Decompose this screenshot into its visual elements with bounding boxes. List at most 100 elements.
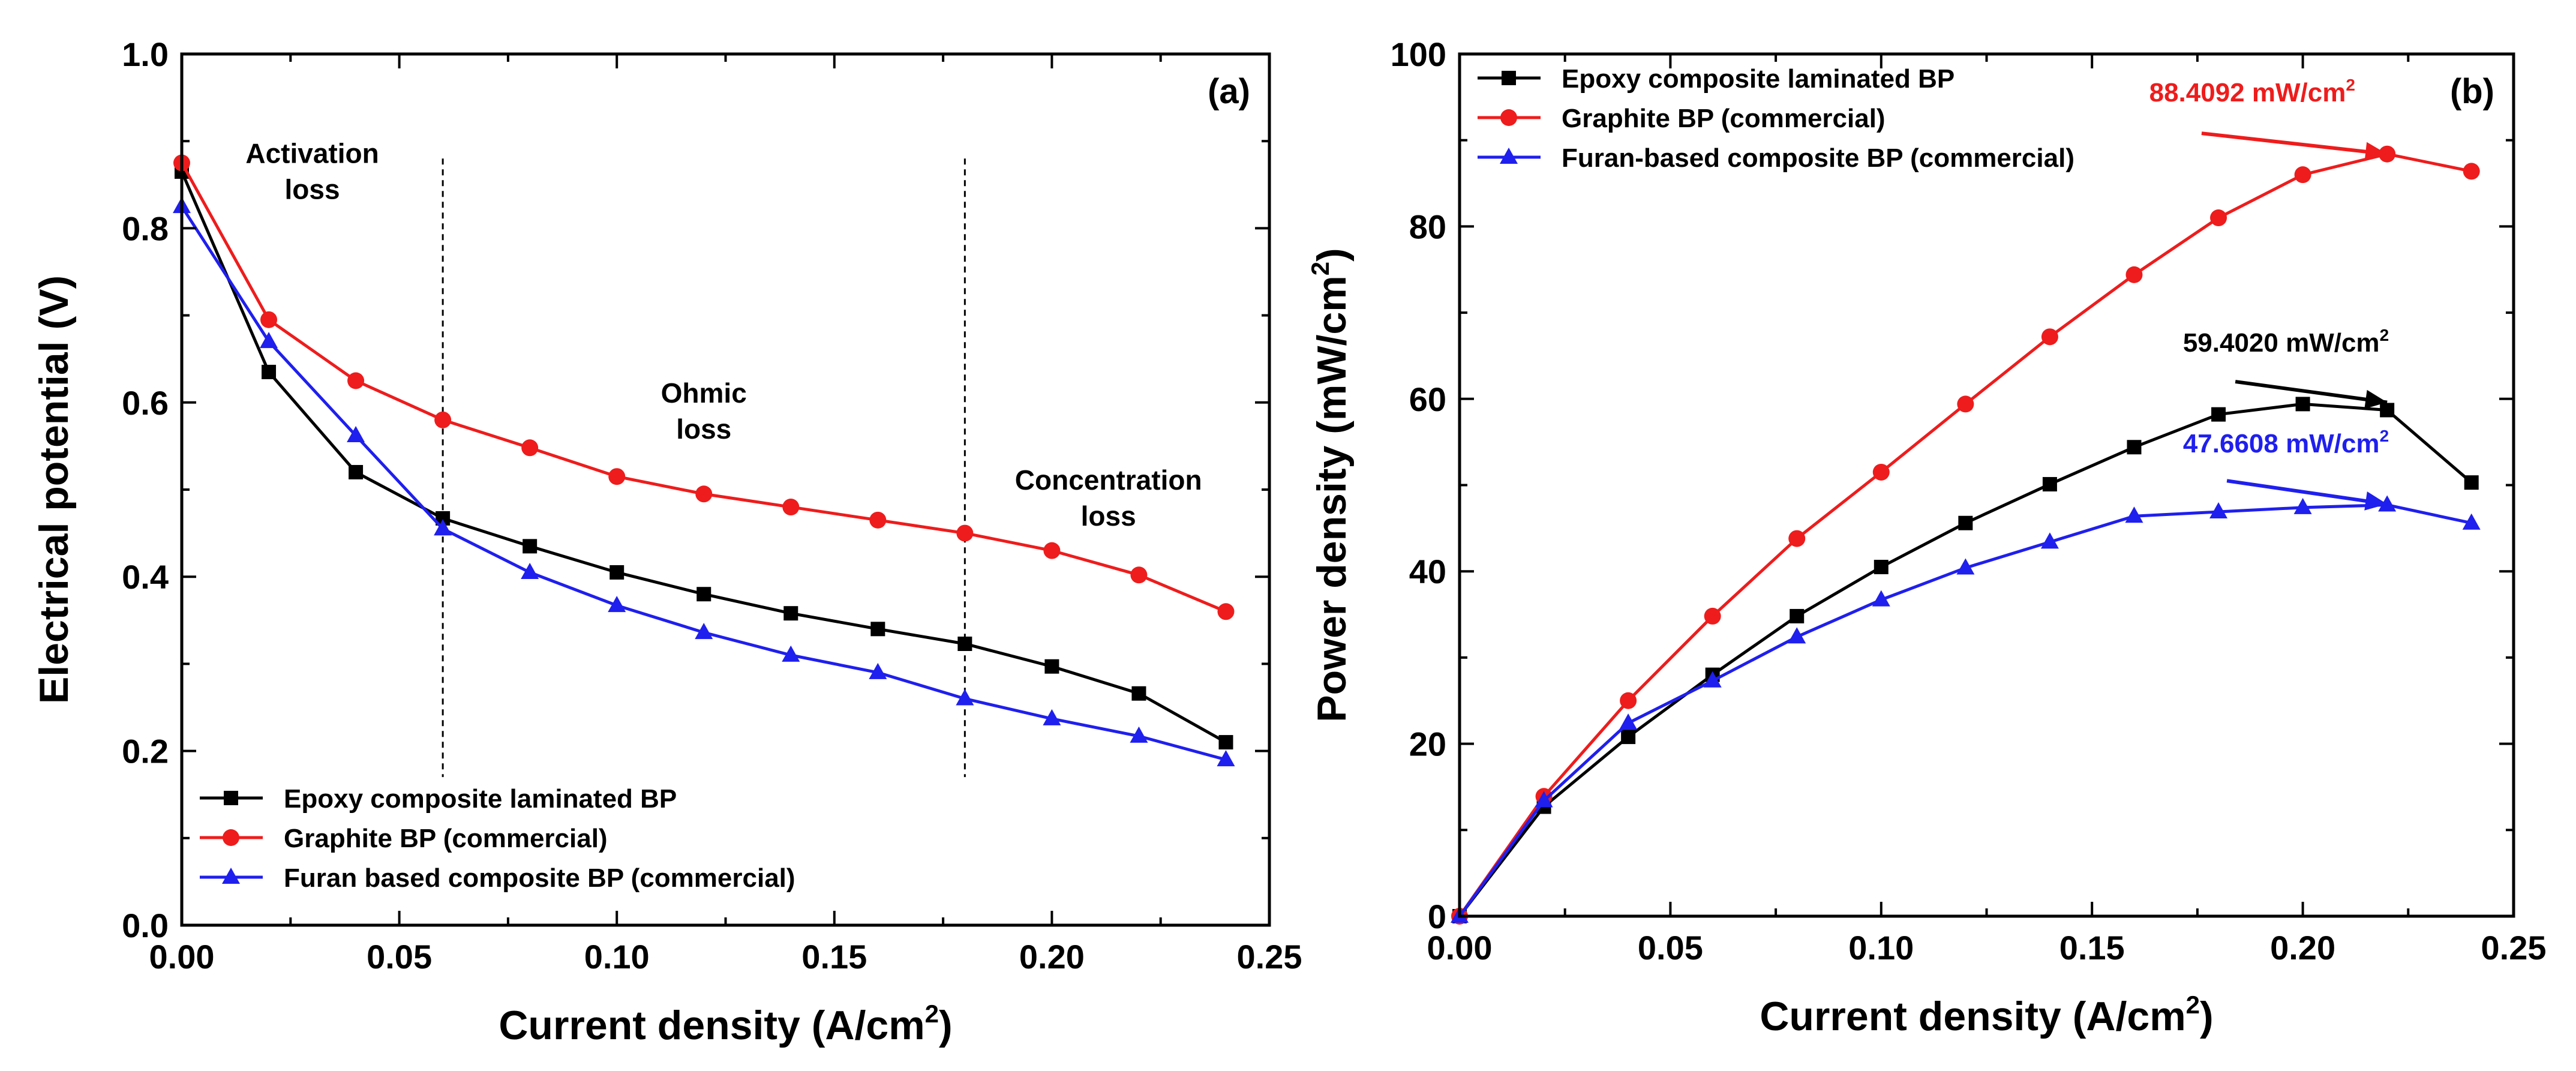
panel-label: (b)	[2450, 72, 2494, 111]
data-point	[523, 539, 538, 554]
y-axis-label: Electrical potential (V)	[31, 275, 77, 704]
x-tick-label: 0.10	[1848, 929, 1914, 967]
data-point	[1044, 659, 1059, 674]
data-point	[434, 519, 452, 536]
data-point	[2209, 502, 2228, 519]
data-point	[2380, 403, 2395, 418]
data-point	[610, 565, 625, 580]
x-tick-label: 0.20	[2270, 929, 2335, 967]
data-point	[1872, 590, 1890, 607]
data-point	[1957, 395, 1974, 413]
data-point	[1620, 692, 1637, 709]
data-point	[870, 622, 885, 637]
data-point	[2211, 407, 2226, 422]
x-tick-label: 0.25	[1237, 938, 1302, 976]
data-point	[1131, 686, 1146, 701]
annotation-label: 47.6608 mW/cm2	[2183, 427, 2389, 458]
data-point	[2464, 475, 2479, 490]
data-point	[695, 485, 713, 503]
y-tick-label: 0.2	[122, 733, 169, 770]
data-point	[260, 332, 278, 349]
data-point	[262, 364, 277, 379]
y-tick-label: 100	[1391, 35, 1446, 73]
data-point	[1956, 558, 1975, 575]
x-axis-label: Current density (A/cm2)	[1760, 991, 2213, 1039]
data-point	[1703, 671, 1722, 688]
axis-ticks: 0.00 0.05 0.10 0.15 0.20 0.25 0 20 40 60 80 100	[1391, 35, 2547, 967]
y-tick-label: 0.0	[122, 907, 169, 944]
y-tick-label: 0	[1428, 898, 1446, 935]
annotation-arrowhead	[2364, 142, 2388, 161]
data-point	[2463, 163, 2480, 180]
annotation-arrow	[2235, 380, 2388, 404]
x-axis-label: Current density (A/cm2)	[499, 1000, 952, 1048]
data-point	[1788, 627, 1806, 644]
data-point	[2127, 440, 2142, 455]
region-dividers: Activation loss Ohmic loss Concentration loss	[245, 138, 1202, 778]
x-tick-label: 0.00	[1427, 929, 1493, 967]
data-point	[1500, 109, 1517, 126]
x-tick-label: 0.25	[2481, 929, 2547, 967]
legend-label: Furan-based composite BP (commercial)	[1562, 143, 2074, 173]
data-point	[223, 829, 239, 846]
annotations: 88.4092 mW/cm2 59.4020 mW/cm2 47.6608 mW/c…	[2149, 76, 2389, 511]
data-point	[1130, 566, 1148, 584]
data-point	[1502, 71, 1516, 85]
legend: Epoxy composite laminated BP Graphite BP …	[1478, 64, 2074, 173]
data-point	[521, 562, 539, 579]
data-point	[1535, 791, 1553, 808]
plot-frame	[1458, 52, 2515, 918]
region-label: Activation	[245, 138, 379, 169]
y-tick-label: 0.6	[122, 384, 169, 422]
data-point	[2462, 513, 2481, 530]
annotation-arrow	[2226, 479, 2388, 506]
legend-label: Graphite BP (commercial)	[284, 824, 608, 853]
data-point	[1872, 463, 1890, 481]
series-line	[1458, 152, 2472, 917]
annotation-arrowhead	[2364, 491, 2388, 511]
data-point	[1043, 542, 1061, 559]
data-point	[1621, 730, 1636, 745]
legend-label: Epoxy composite laminated BP	[284, 784, 677, 814]
x-tick-label: 0.15	[801, 938, 867, 976]
data-point	[869, 511, 887, 529]
data-point	[434, 411, 452, 428]
data-point	[2042, 477, 2057, 492]
data-point	[782, 645, 800, 662]
region-label: loss	[285, 174, 340, 205]
data-point	[2125, 506, 2143, 523]
data-point	[1958, 515, 1973, 530]
data-point	[1619, 713, 1638, 730]
data-point	[608, 468, 626, 485]
data-point	[1217, 603, 1235, 620]
data-point	[956, 689, 974, 706]
data-point	[782, 499, 800, 516]
region-label: Concentration	[1015, 464, 1202, 496]
data-point	[2210, 209, 2227, 227]
data-point	[696, 587, 711, 602]
data-point	[1130, 726, 1148, 743]
region-label: loss	[676, 413, 731, 445]
annotation-label: 88.4092 mW/cm2	[2149, 76, 2355, 107]
series-line	[180, 171, 1227, 744]
y-tick-label: 20	[1409, 725, 1446, 763]
series-group	[173, 154, 1235, 767]
data-point	[347, 425, 365, 442]
region-label: loss	[1081, 500, 1136, 532]
annotation-arrowhead	[2364, 389, 2388, 409]
y-tick-label: 1.0	[122, 35, 169, 73]
region-label: Ohmic	[661, 377, 747, 409]
series-line	[1458, 402, 2473, 917]
data-point	[956, 524, 974, 542]
legend-label: Graphite BP (commercial)	[1562, 104, 1886, 133]
x-tick-label: 0.20	[1019, 938, 1085, 976]
data-point	[349, 464, 364, 479]
y-tick-label: 80	[1409, 208, 1446, 245]
data-point	[2295, 397, 2310, 412]
data-point	[2293, 497, 2312, 514]
y-tick-label: 0.8	[122, 209, 169, 247]
panel-label: (a)	[1208, 72, 1250, 111]
data-point	[260, 311, 278, 328]
y-tick-label: 60	[1409, 380, 1446, 418]
